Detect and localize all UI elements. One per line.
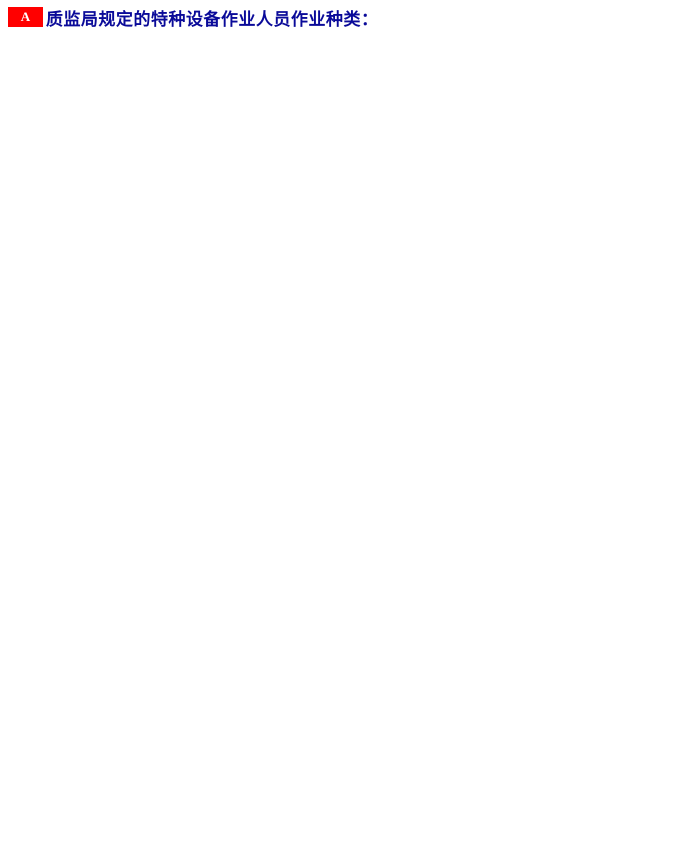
title-text: 质监局规定的特种设备作业人员作业种类： <box>46 9 379 29</box>
section-marker-badge: A <box>8 7 43 27</box>
page-title: A 质监局规定的特种设备作业人员作业种类： <box>8 6 689 29</box>
